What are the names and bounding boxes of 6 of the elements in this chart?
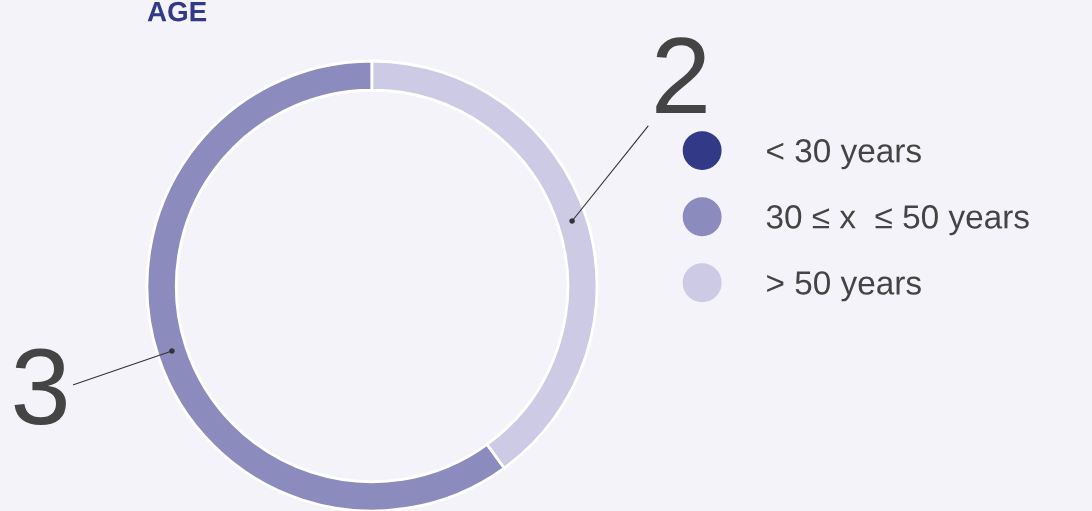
chart-title: AGE xyxy=(147,1,207,22)
data-label: 2 xyxy=(656,37,706,114)
legend-label: 30 ≤ x ≤ 50 years xyxy=(766,205,1029,236)
data-label: 3 xyxy=(14,348,66,426)
legend-label: > 50 years xyxy=(767,271,921,302)
legend-label: < 30 years xyxy=(767,139,921,170)
